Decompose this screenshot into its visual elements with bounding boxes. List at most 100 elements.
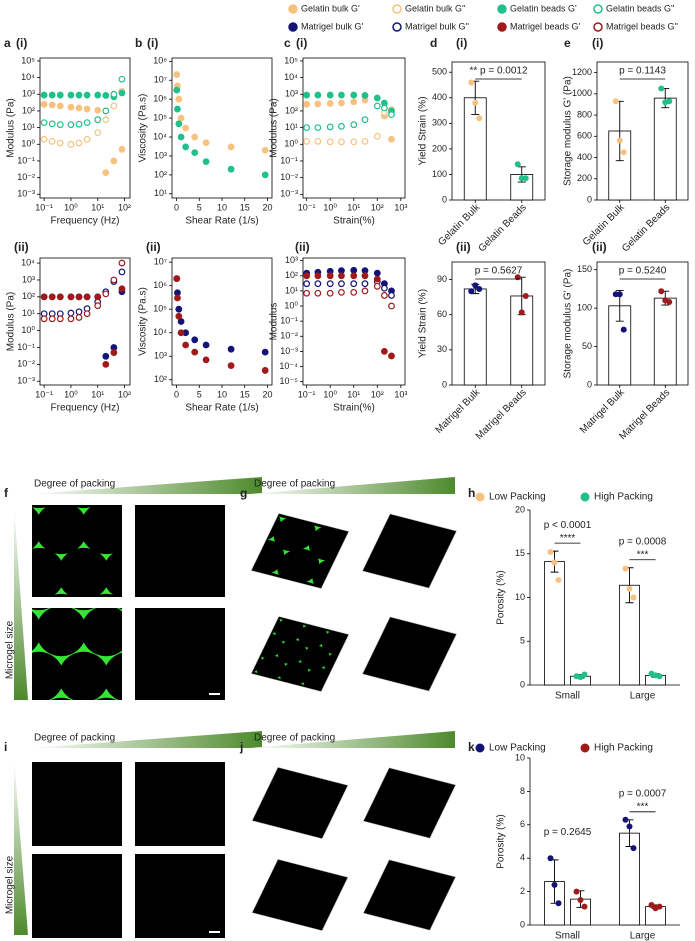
y-tick-label: 10³ [285,255,298,265]
microgel [216,593,225,597]
data-point [581,671,588,678]
data-point [110,349,118,356]
data-point [326,100,334,107]
bar [463,288,487,386]
legend-marker [580,492,590,502]
data-point [173,86,181,94]
y-tick-label: 10³ [154,351,167,361]
y-axis-label: Yield Strain (%) [418,289,429,358]
data-point [191,133,199,141]
data-point [350,121,358,129]
significance-stars: **** [560,533,576,544]
microgel [80,505,122,555]
data-point [622,816,629,823]
data-point [303,124,311,132]
x-tick-label: 10¹ [91,389,104,399]
microgel [194,505,225,541]
data-point [40,135,48,143]
data-point [177,329,185,337]
x-tick-label: 10² [371,389,384,399]
data-point [175,95,183,103]
annotation: p = 0.0008 [619,536,667,547]
packing-gradient [250,731,455,748]
data-point [656,903,663,910]
microgel [80,933,103,938]
microgel [223,900,225,913]
microgel [224,615,225,624]
y-tick-label: 10³ [285,89,298,99]
microgel [35,505,88,555]
y-tick-label: 100 [432,169,447,179]
data-point [303,137,311,145]
micrograph [135,608,225,700]
microgel [277,548,320,585]
panel-letter: b [135,36,142,50]
microgel [121,860,122,869]
panel-letter: d [430,36,437,50]
x-axis-label: Shear Rate (1/s) [185,216,258,227]
data-point [350,91,358,99]
data-point [373,102,381,110]
y-tick-label: 0 [520,919,525,929]
y-tick-label: 0 [442,194,447,204]
micrograph-content [32,854,122,938]
data-point [303,91,311,99]
x-tick-label: 10⁻¹ [298,202,316,212]
microgel [0,456,20,508]
data-point [656,673,663,680]
microgel [251,627,260,652]
data-point [338,138,345,146]
subpanel-label: (i) [592,36,603,50]
micrograph [135,762,225,846]
data-point [338,288,345,296]
y-tick-label: 10⁻¹ [17,155,35,165]
y-tick-label: 50 [582,341,592,351]
y-tick-label: 400 [432,92,447,102]
data-point [56,121,64,129]
y-tick-label: 30 [437,344,447,354]
microgel [93,593,119,597]
data-point [551,881,558,888]
y-tick-label: 10⁻² [17,359,35,369]
box-outline [250,616,350,692]
data-point [75,293,83,301]
data-point [388,352,395,360]
microgel [179,650,210,681]
data-point [83,135,91,143]
microgel [168,673,199,700]
data-point [326,289,334,297]
y-tick-label: 10⁵ [21,55,35,65]
y-tick-label: 10¹ [22,308,35,318]
microgel [32,608,50,611]
data-point [476,115,483,122]
data-point [472,282,479,289]
y-tick-label: 15 [515,548,525,558]
data-point [373,94,381,102]
x-tick-label: 10¹ [91,202,104,212]
data-point [75,120,83,128]
microgel [81,608,122,657]
data-point [118,285,126,293]
y-tick-label: 10⁴ [21,257,35,267]
x-tick-label: 10³ [394,202,407,212]
microgel [135,505,175,541]
data-point [40,119,48,127]
microgel [252,867,261,894]
micrograph [362,859,457,931]
data-point [303,289,311,297]
y-tick-label: 10⁻² [280,331,298,341]
data-point [110,276,118,284]
data-point [303,280,311,288]
x-tick-label: 10¹ [347,389,360,399]
packing-label: Degree of packing [34,479,115,490]
micrograph [0,456,122,597]
data-point [56,91,64,99]
micrograph-content [362,616,457,692]
microgel [102,933,122,938]
legend-marker [288,4,298,14]
y-tick-label: 10⁸ [153,56,167,66]
y-tick-label: 60 [437,309,447,319]
data-point [48,293,56,301]
y-tick-label: 10⁴ [284,72,298,82]
